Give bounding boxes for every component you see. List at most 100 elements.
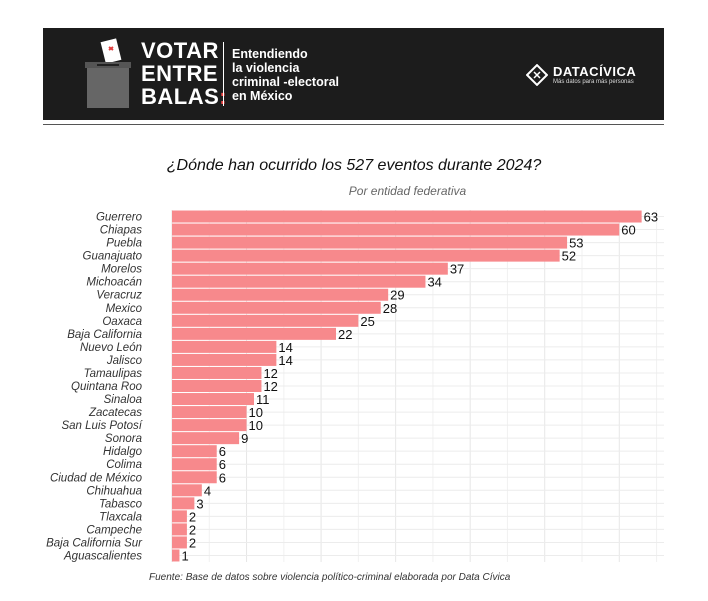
value-label: 52 xyxy=(562,249,576,264)
header-rule xyxy=(43,124,664,125)
value-label: 60 xyxy=(621,223,635,238)
value-label: 6 xyxy=(219,470,226,485)
value-label: 53 xyxy=(569,236,583,251)
bar xyxy=(172,288,389,301)
bar xyxy=(172,275,426,288)
value-label: 10 xyxy=(249,405,263,420)
bar xyxy=(172,262,448,275)
value-label: 63 xyxy=(644,210,658,225)
category-label: Tabasco xyxy=(99,498,143,510)
bar xyxy=(172,510,187,523)
value-label: 6 xyxy=(219,444,226,459)
bar xyxy=(172,301,381,314)
value-label: 14 xyxy=(278,340,292,355)
bar xyxy=(172,380,262,392)
category-label: Sonora xyxy=(105,433,142,445)
bar xyxy=(172,353,277,366)
category-label: Colima xyxy=(106,459,142,471)
bar xyxy=(172,497,195,510)
bar xyxy=(172,484,202,497)
value-label: 4 xyxy=(204,483,211,498)
category-label: San Luis Potosí xyxy=(61,420,143,432)
category-label: Mexico xyxy=(106,303,143,315)
ballot-box-icon xyxy=(85,38,131,108)
category-label: Zacatecas xyxy=(88,407,142,419)
subtitle-line-3: criminal -electoral xyxy=(232,75,339,89)
value-label: 12 xyxy=(263,379,277,394)
value-label: 37 xyxy=(450,262,464,277)
value-label: 29 xyxy=(390,288,404,303)
category-label: Veracruz xyxy=(96,290,142,302)
bar xyxy=(172,419,247,432)
bar xyxy=(172,471,217,484)
brand-tagline: Más datos para más personas xyxy=(553,79,634,85)
value-label: 10 xyxy=(249,418,263,433)
category-label: Jalisco xyxy=(106,355,143,367)
value-label: 3 xyxy=(196,496,203,511)
category-label: Guerrero xyxy=(96,212,143,224)
category-label: Aguascalientes xyxy=(63,550,142,562)
value-label: 25 xyxy=(360,314,374,329)
bar xyxy=(172,549,180,562)
logo-title: VOTAR ENTRE BALAS: xyxy=(141,38,227,109)
subtitle-line-1: Entendiendo xyxy=(232,47,308,61)
bar xyxy=(172,236,568,249)
bar xyxy=(172,445,217,458)
category-label: Ciudad de México xyxy=(50,472,143,484)
logo-line-1: VOTAR xyxy=(141,38,219,63)
logo-colon: : xyxy=(219,84,227,109)
category-label: Nuevo León xyxy=(80,342,142,354)
subtitle-line-2: la violencia xyxy=(232,61,300,75)
bar xyxy=(172,458,217,471)
bar xyxy=(172,340,277,353)
category-label: Hidalgo xyxy=(103,446,143,458)
value-label: 2 xyxy=(189,535,196,550)
value-label: 11 xyxy=(256,392,270,407)
category-label: Chiapas xyxy=(100,225,142,237)
value-label: 1 xyxy=(181,548,188,563)
category-label: Baja California Sur xyxy=(46,537,143,549)
category-label: Guanajuato xyxy=(83,251,143,263)
bar xyxy=(172,536,187,549)
value-label: 28 xyxy=(383,301,397,316)
value-label: 22 xyxy=(338,327,352,342)
subtitle-line-4: en México xyxy=(232,89,293,103)
chart-title: ¿Dónde han ocurrido los 527 eventos dura… xyxy=(166,157,542,174)
category-label: Baja California xyxy=(67,329,142,341)
source-note: Fuente: Base de datos sobre violencia po… xyxy=(149,572,511,583)
bar xyxy=(172,523,187,536)
datacivica-diamond-icon xyxy=(526,64,548,86)
bar xyxy=(172,314,359,327)
category-label: Chihuahua xyxy=(86,485,142,497)
bar xyxy=(172,393,254,406)
value-label: 6 xyxy=(219,457,226,472)
bar xyxy=(172,249,560,262)
value-label: 9 xyxy=(241,431,248,446)
datacivica-logo: DATACÍVICA Más datos para más personas xyxy=(526,62,656,88)
category-label: Oaxaca xyxy=(102,316,142,328)
logo-line-2: ENTRE xyxy=(141,61,219,86)
banner-divider xyxy=(223,42,224,106)
value-label: 14 xyxy=(278,353,292,368)
category-label: Quintana Roo xyxy=(71,381,143,393)
value-label: 2 xyxy=(189,509,196,524)
logo-line-3-text: BALAS xyxy=(141,84,220,109)
header-banner: VOTAR ENTRE BALAS: Entendiendo la violen… xyxy=(43,28,664,120)
category-label: Morelos xyxy=(101,264,142,276)
value-label: 12 xyxy=(263,366,277,381)
brand-name: DATACÍVICA xyxy=(553,64,637,79)
category-label: Puebla xyxy=(106,238,142,250)
category-label: Campeche xyxy=(86,524,142,536)
bar xyxy=(172,327,336,340)
category-label: Tlaxcala xyxy=(99,511,142,523)
category-label: Michoacán xyxy=(86,277,142,289)
category-label: Tamaulipas xyxy=(84,368,143,380)
bar xyxy=(172,366,262,379)
banner-subtitle: Entendiendo la violencia criminal -elect… xyxy=(232,47,362,103)
category-label: Sinaloa xyxy=(104,394,142,406)
logo-line-3: BALAS: xyxy=(141,84,227,109)
value-label: 34 xyxy=(427,275,441,290)
chart-subtitle: Por entidad federativa xyxy=(348,184,467,198)
value-label: 2 xyxy=(189,522,196,537)
